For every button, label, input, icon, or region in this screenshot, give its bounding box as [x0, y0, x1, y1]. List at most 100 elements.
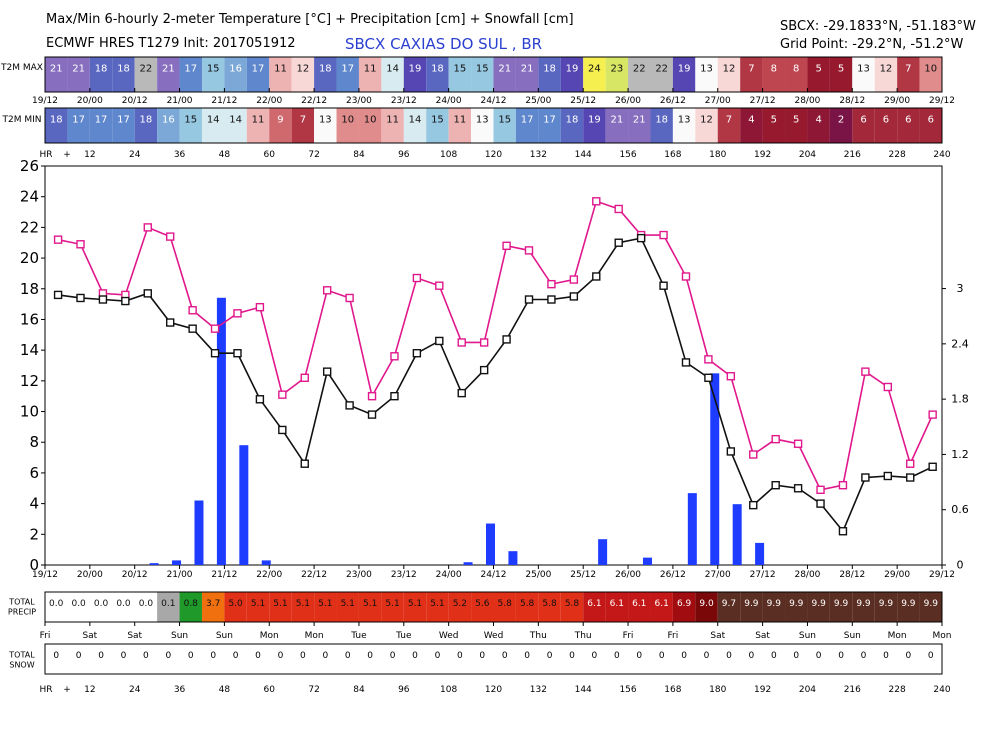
tmin-cell [807, 108, 830, 143]
tmin-point [457, 388, 466, 398]
snow-total-value: 0 [905, 651, 911, 661]
tmin-point [569, 292, 579, 301]
tmin-cell [628, 108, 651, 143]
precip-total-value: 5.1 [273, 599, 287, 609]
hour-tick-top: 24 [129, 150, 141, 160]
tmax-point [390, 352, 399, 361]
date-tick-bottom: 27/00 [705, 570, 731, 580]
tmax-cell [650, 57, 673, 92]
tmin-point [300, 459, 309, 468]
tmin-point [53, 290, 63, 300]
tmin-point [345, 401, 354, 410]
tmin-point [479, 365, 489, 375]
chart-title: Max/Min 6-hourly 2-meter Temperature [°C… [46, 12, 574, 27]
date-tick-top: 22/00 [256, 96, 282, 106]
tmax-point [906, 459, 915, 468]
precip-total-value: 5.8 [542, 599, 557, 609]
precip-total-cell [919, 592, 942, 622]
date-tick-top: 27/12 [750, 96, 776, 106]
date-tick-top: 23/00 [346, 96, 372, 106]
tmin-point [524, 295, 534, 304]
date-tick-bottom: 23/00 [346, 570, 372, 580]
y2-tick-label: 1.8 [951, 393, 969, 406]
tmin-cell-value: 15 [498, 115, 511, 126]
tmax-cell-value: 8 [793, 64, 799, 75]
precip-total-cell [89, 592, 113, 622]
tmin-cell-value: 6 [860, 115, 866, 126]
precip-total-value: 5.1 [251, 599, 265, 609]
tmin-point [502, 335, 511, 344]
tmax-cell [291, 57, 315, 92]
tmax-line [57, 200, 934, 491]
tmin-cell [515, 108, 539, 143]
tmin-cell [45, 108, 68, 143]
tmin-cell [269, 108, 292, 143]
snow-total-value: 0 [726, 651, 732, 661]
tmax-cell [157, 57, 180, 92]
hour-tick-bottom: 192 [754, 685, 771, 695]
precip-total-value: 6.1 [632, 599, 646, 609]
tmax-cell [919, 57, 942, 92]
tmin-cell-value: 17 [521, 115, 534, 126]
tmax-cell-value: 7 [905, 64, 911, 75]
tmax-cell [717, 57, 741, 92]
precip-total-cell [583, 592, 606, 622]
hour-tick-top: 72 [308, 150, 319, 160]
precip-total-value: 5.8 [520, 599, 535, 609]
tmin-point [883, 471, 893, 481]
hour-tick-bottom: 156 [619, 685, 636, 695]
hour-tick-bottom: 72 [308, 685, 319, 695]
tmin-cell [201, 108, 225, 143]
hour-tick-top: 96 [398, 150, 410, 160]
tmin-cell-value: 14 [207, 115, 220, 126]
precip-total-cell [291, 592, 315, 622]
y2-tick-label: 0 [957, 559, 964, 572]
tmax-cell-value: 11 [274, 64, 287, 75]
day-tick: Fri [40, 631, 51, 641]
snow-total-value: 0 [816, 651, 822, 661]
precip-total-value: 0.0 [139, 599, 154, 609]
date-tick-top: 26/00 [615, 96, 641, 106]
hour-tick-bottom: 96 [398, 685, 410, 695]
tmin-cell [650, 108, 673, 143]
tmin-point [76, 293, 85, 303]
tmin-cell [134, 108, 158, 143]
day-tick: Sat [710, 631, 725, 641]
hour-tick-top: 204 [799, 150, 816, 160]
y-tick-label: 26 [20, 157, 39, 175]
hour-tick-bottom: 108 [440, 685, 457, 695]
snow-total-value: 0 [210, 651, 216, 661]
tmax-cell-value: 14 [386, 64, 399, 75]
tmin-cell-value: 6 [883, 115, 889, 126]
y-tick-label: 0 [29, 556, 39, 574]
tmin-cell-value: 17 [543, 115, 556, 126]
tmax-cell [314, 57, 337, 92]
tmin-cell [785, 108, 808, 143]
tmin-row-label: T2M MIN [1, 115, 41, 125]
precip-bar [710, 373, 720, 565]
tmax-cell [269, 57, 292, 92]
snow-total-value: 0 [569, 651, 575, 661]
tmin-cell [695, 108, 718, 143]
tmax-point [681, 272, 691, 281]
snow-total-value: 0 [188, 651, 194, 661]
tmax-cell-value: 18 [543, 64, 556, 75]
tmin-cell [179, 108, 202, 143]
snow-total-value: 0 [367, 651, 373, 661]
precip-total-cell [246, 592, 270, 622]
tmin-cell [493, 108, 516, 143]
y-tick-label: 16 [20, 310, 39, 328]
tmin-point [749, 500, 758, 510]
precip-total-value: 5.1 [385, 599, 399, 609]
tmin-cell-value: 7 [726, 115, 732, 126]
snow-total-value: 0 [233, 651, 239, 661]
tmax-cell-value: 10 [924, 64, 937, 75]
precip-total-value: 9.9 [879, 599, 894, 609]
precip-total-value: 0.0 [49, 599, 64, 609]
precip-total-value: 0.0 [116, 599, 131, 609]
tmin-cell [897, 108, 920, 143]
tmin-cell [89, 108, 113, 143]
day-tick: Sun [171, 631, 188, 641]
tmin-point [121, 296, 130, 306]
precip-total-cell [852, 592, 875, 622]
